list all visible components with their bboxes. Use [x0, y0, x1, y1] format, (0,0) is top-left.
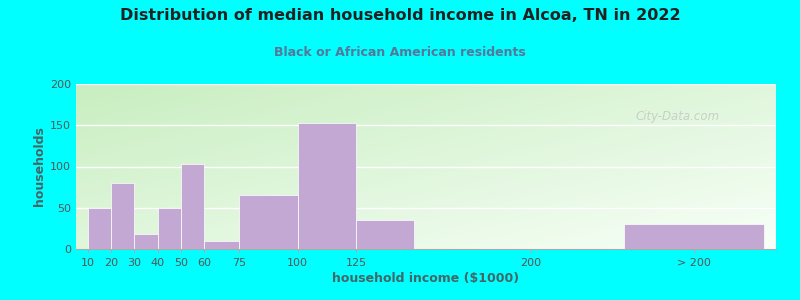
X-axis label: household income ($1000): household income ($1000) — [333, 272, 519, 285]
Bar — [204, 241, 239, 249]
Bar — [239, 195, 298, 249]
Bar — [134, 234, 158, 249]
Bar — [624, 224, 764, 249]
Bar — [88, 208, 111, 249]
Text: Distribution of median household income in Alcoa, TN in 2022: Distribution of median household income … — [120, 8, 680, 22]
Bar — [158, 208, 181, 249]
Bar — [356, 220, 414, 249]
Bar — [111, 183, 134, 249]
Bar — [298, 123, 356, 249]
Text: City-Data.com: City-Data.com — [636, 110, 720, 124]
Y-axis label: households: households — [33, 127, 46, 206]
Bar — [181, 164, 204, 249]
Text: Black or African American residents: Black or African American residents — [274, 46, 526, 59]
